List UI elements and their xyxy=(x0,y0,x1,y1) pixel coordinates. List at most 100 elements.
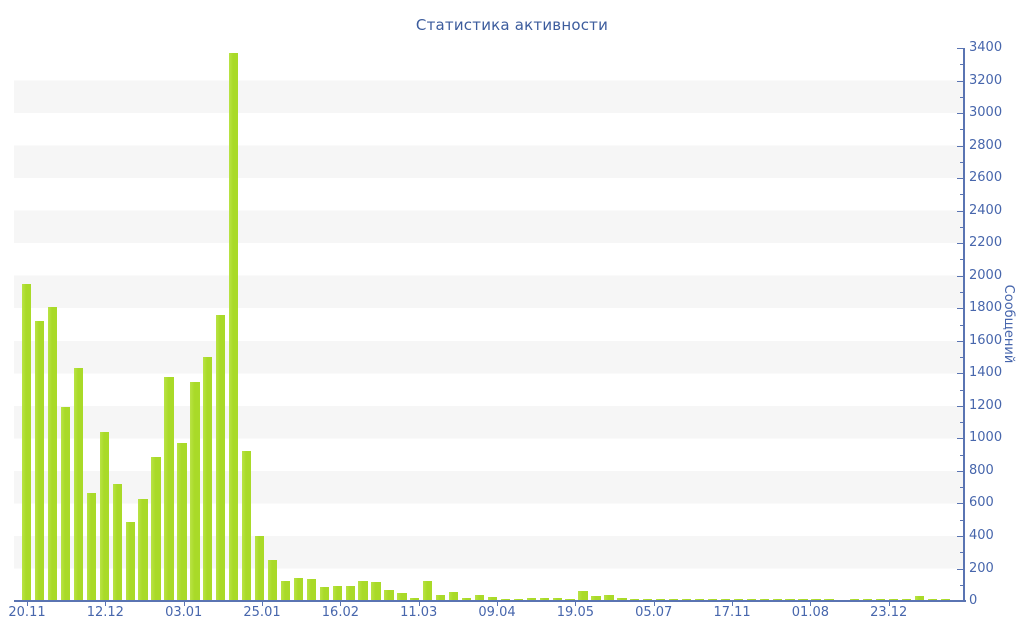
x-tick-label: 01.08 xyxy=(791,605,829,620)
bar xyxy=(22,283,32,601)
y-tick-label: 0 xyxy=(969,593,978,608)
x-tick-label: 16.02 xyxy=(321,605,359,620)
bar xyxy=(267,559,278,601)
y-minor-tick xyxy=(960,584,963,586)
x-tick xyxy=(105,602,107,606)
y-minor-tick xyxy=(960,519,963,521)
y-tick-label: 400 xyxy=(969,527,994,543)
y-minor-tick xyxy=(960,259,963,261)
x-tick xyxy=(575,602,577,606)
y-minor-tick xyxy=(960,161,963,163)
x-tick xyxy=(653,602,655,606)
bar xyxy=(487,596,498,601)
bar xyxy=(461,598,472,601)
y-axis-line xyxy=(963,48,965,602)
x-tick-label: 11.03 xyxy=(400,605,438,620)
y-minor-tick xyxy=(960,226,963,228)
y-major-tick xyxy=(957,373,963,375)
bar xyxy=(34,321,45,601)
bar xyxy=(565,598,575,601)
y-tick-label: 3400 xyxy=(969,40,1003,55)
y-minor-tick xyxy=(960,129,963,131)
y-tick-label: 3000 xyxy=(969,105,1003,121)
bar xyxy=(500,598,511,601)
bar xyxy=(371,582,381,601)
y-axis-title: Сообщений xyxy=(1001,284,1016,364)
bar xyxy=(203,357,213,601)
y-tick-label: 2800 xyxy=(969,137,1003,153)
bar xyxy=(358,581,368,601)
y-major-tick xyxy=(957,145,963,147)
bar xyxy=(73,368,84,601)
bar xyxy=(526,598,536,601)
y-major-tick xyxy=(957,601,963,602)
x-tick-label: 19.05 xyxy=(556,605,594,620)
y-tick-label: 2000 xyxy=(969,267,1003,283)
bar xyxy=(474,594,485,601)
y-tick-label: 1000 xyxy=(969,430,1003,446)
x-tick xyxy=(27,602,28,606)
y-minor-tick xyxy=(960,552,963,554)
x-tick xyxy=(183,602,185,606)
bar xyxy=(47,306,58,601)
bar xyxy=(539,598,549,601)
x-tick-label: 12.12 xyxy=(86,605,124,620)
y-major-tick xyxy=(957,275,963,277)
bar xyxy=(306,579,316,601)
y-tick-label: 600 xyxy=(969,495,994,511)
y-minor-tick xyxy=(960,389,963,391)
y-major-tick xyxy=(957,48,963,49)
x-tick xyxy=(810,602,812,606)
x-tick xyxy=(888,602,890,606)
y-major-tick xyxy=(957,340,963,342)
x-tick-label: 09.04 xyxy=(478,605,516,620)
bar xyxy=(591,595,601,601)
y-major-tick xyxy=(957,438,963,440)
bar xyxy=(164,377,174,601)
x-tick xyxy=(732,602,734,606)
y-tick-label: 1600 xyxy=(969,332,1003,348)
bar xyxy=(319,587,329,601)
y-major-tick xyxy=(957,210,963,212)
y-minor-tick xyxy=(960,194,963,196)
y-minor-tick xyxy=(960,292,963,293)
bar xyxy=(254,535,265,601)
y-minor-tick xyxy=(960,422,963,424)
bar xyxy=(552,598,562,601)
y-tick-label: 3200 xyxy=(969,72,1003,88)
bar xyxy=(229,52,239,601)
x-tick-label: 17.11 xyxy=(713,605,751,620)
y-major-tick xyxy=(957,243,963,245)
x-tick-label: 03.01 xyxy=(165,605,203,620)
bar xyxy=(384,590,394,601)
x-tick-label: 23.12 xyxy=(870,605,908,620)
y-major-tick xyxy=(957,503,963,505)
bar xyxy=(86,492,96,601)
bar xyxy=(190,382,200,601)
y-major-tick xyxy=(957,80,963,82)
x-tick-label: 25.01 xyxy=(243,605,281,620)
bar xyxy=(914,596,925,601)
bar xyxy=(177,443,187,601)
bar xyxy=(397,592,407,601)
plot-area xyxy=(14,48,964,601)
y-tick-label: 1400 xyxy=(969,365,1003,381)
y-major-tick xyxy=(957,568,963,570)
bar xyxy=(241,450,252,601)
y-tick-label: 800 xyxy=(969,462,994,478)
bar xyxy=(151,457,161,601)
bar xyxy=(410,597,420,601)
bar xyxy=(332,586,342,601)
bar xyxy=(513,598,524,601)
bar xyxy=(138,498,148,601)
y-minor-tick xyxy=(960,357,963,358)
bar xyxy=(617,598,627,601)
y-tick-label: 2600 xyxy=(969,170,1003,186)
y-major-tick xyxy=(957,178,963,180)
y-tick-label: 1200 xyxy=(969,397,1003,413)
bar xyxy=(280,580,291,601)
bar xyxy=(604,594,614,601)
y-minor-tick xyxy=(960,96,963,98)
bar xyxy=(112,483,122,601)
